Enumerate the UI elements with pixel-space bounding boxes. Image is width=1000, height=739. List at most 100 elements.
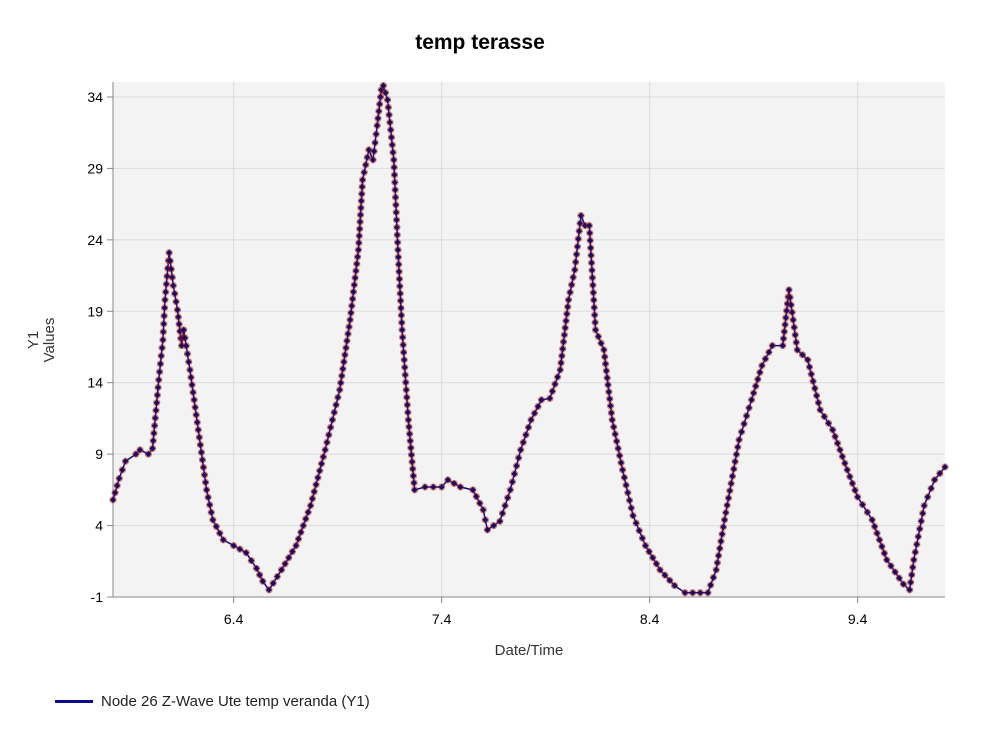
marker-diamond [791, 324, 798, 331]
data-point-marker [395, 260, 403, 269]
data-point-marker [325, 431, 333, 439]
data-point-marker [360, 168, 368, 176]
marker-diamond [754, 376, 761, 383]
marker-diamond [329, 416, 336, 423]
marker-diamond [361, 169, 368, 176]
marker-diamond [900, 581, 907, 588]
marker-diamond [821, 413, 828, 420]
marker-diamond [410, 472, 417, 479]
data-point-marker [397, 304, 405, 312]
data-point-marker [873, 529, 881, 537]
marker-diamond [293, 542, 300, 549]
data-point-marker [398, 318, 406, 327]
data-point-marker [397, 311, 405, 319]
marker-diamond [734, 444, 741, 451]
marker-diamond [783, 307, 790, 314]
data-point-marker [846, 473, 854, 481]
x-axis-label: Date/Time [495, 642, 564, 659]
data-point-marker [604, 381, 612, 389]
data-point-marker [195, 433, 203, 441]
data-point-marker [344, 330, 352, 338]
marker-diamond [322, 446, 329, 453]
marker-diamond [353, 260, 360, 267]
marker-diamond [765, 349, 772, 356]
marker-diamond [605, 381, 612, 388]
data-point-marker [155, 376, 163, 384]
marker-diamond [202, 479, 209, 486]
marker-diamond [666, 577, 673, 584]
marker-diamond [603, 367, 610, 374]
marker-diamond [457, 484, 464, 490]
marker-diamond [194, 419, 201, 426]
data-point-marker [632, 519, 640, 527]
data-point-marker [391, 178, 399, 186]
data-point-marker [357, 204, 365, 212]
marker-diamond [406, 430, 413, 437]
data-point-marker [696, 589, 704, 597]
marker-diamond [942, 464, 948, 470]
data-point-marker [805, 363, 814, 371]
data-point-marker [742, 412, 751, 420]
marker-diamond [393, 209, 400, 216]
marker-diamond [586, 230, 593, 237]
marker-diamond [607, 402, 614, 409]
data-point-marker [681, 589, 689, 597]
data-point-marker [346, 316, 354, 324]
marker-diamond [869, 516, 876, 523]
data-point-marker [887, 562, 895, 570]
marker-diamond [150, 430, 157, 437]
marker-diamond [762, 355, 769, 362]
data-point-marker [148, 444, 157, 453]
data-point-marker [403, 401, 411, 409]
data-point-marker [730, 465, 738, 473]
data-point-marker [588, 274, 597, 282]
marker-diamond [689, 589, 696, 596]
data-point-marker [613, 437, 621, 445]
marker-diamond [558, 359, 565, 366]
marker-diamond [609, 416, 616, 423]
data-point-marker [608, 416, 616, 424]
data-point-marker [113, 481, 121, 490]
data-point-marker [789, 316, 797, 324]
marker-diamond [806, 364, 813, 370]
data-point-marker [376, 100, 384, 108]
marker-diamond [499, 510, 506, 517]
data-point-marker [585, 221, 593, 230]
marker-diamond [513, 462, 520, 469]
marker-diamond [507, 486, 514, 493]
marker-diamond [924, 494, 931, 500]
data-point-marker [656, 566, 664, 574]
data-point-marker [398, 326, 406, 334]
data-point-marker [393, 231, 401, 239]
marker-diamond [606, 395, 613, 402]
data-point-marker [785, 286, 793, 294]
data-point-marker [587, 244, 595, 252]
data-point-marker [506, 486, 514, 494]
marker-diamond [347, 316, 354, 323]
data-point-marker [551, 380, 559, 388]
marker-diamond [469, 486, 476, 493]
legend[interactable]: Node 26 Z-Wave Ute temp veranda (Y1) [55, 693, 370, 710]
marker-diamond [351, 281, 358, 288]
data-point-marker [868, 516, 876, 524]
marker-diamond [132, 451, 139, 458]
marker-diamond [309, 495, 316, 502]
marker-diamond [349, 295, 356, 302]
marker-diamond [590, 297, 597, 304]
marker-diamond [402, 379, 409, 386]
marker-diamond [377, 94, 384, 100]
marker-diamond [394, 246, 401, 253]
marker-diamond [385, 104, 392, 111]
marker-diamond [649, 554, 656, 561]
data-point-marker [153, 399, 161, 407]
marker-diamond [410, 479, 417, 486]
data-point-marker [330, 408, 338, 416]
marker-diamond [160, 328, 167, 335]
marker-diamond [137, 446, 144, 453]
marker-diamond [149, 445, 156, 452]
data-point-marker [160, 320, 168, 328]
data-point-marker [391, 186, 399, 194]
marker-diamond [313, 481, 320, 488]
marker-diamond [161, 312, 168, 319]
